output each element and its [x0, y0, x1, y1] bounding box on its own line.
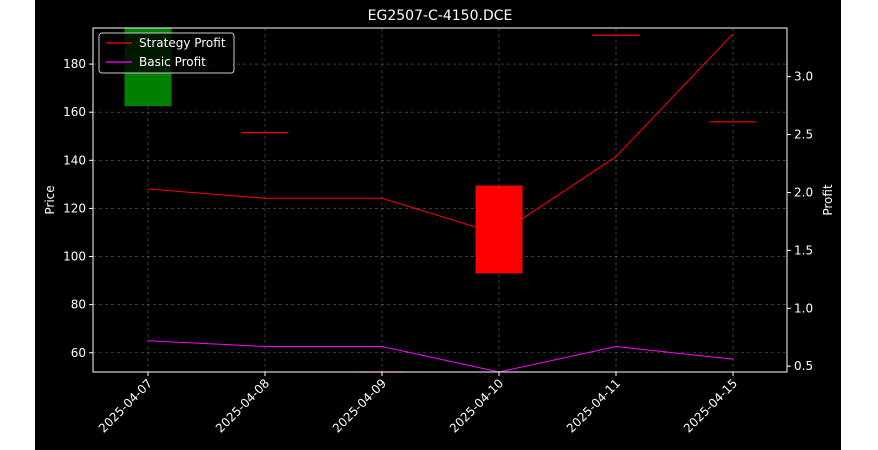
axes: 2025-04-07 2025-04-08 2025-04-09 2025-04-10… [63, 57, 813, 435]
x-tick-label: 2025-04-07 [96, 376, 155, 435]
left-y-tick-label: 120 [63, 201, 86, 215]
plot-area-border [92, 27, 788, 373]
profit-lines [147, 33, 734, 373]
x-tick-label: 2025-04-09 [330, 376, 389, 435]
x-tick-label: 2025-04-08 [213, 376, 272, 435]
left-y-tick-label: 160 [63, 105, 86, 119]
x-tick-label: 2025-04-10 [447, 376, 506, 435]
candles [124, 28, 757, 373]
right-y-tick-label: 2.0 [794, 185, 813, 199]
x-tick-label: 2025-04-15 [681, 376, 740, 435]
left-y-tick-label: 140 [63, 153, 86, 167]
legend: Strategy Profit Basic Profit [98, 32, 235, 74]
chart-frame: EG2507-C-4150.DCE 2025-04-07 2025-04-08 20… [35, 0, 841, 450]
right-axis-label: Profit [821, 184, 835, 216]
legend-box [98, 32, 235, 74]
left-axis-label: Price [43, 185, 57, 214]
right-y-tick-label: 3.0 [794, 70, 813, 84]
chart-title: EG2507-C-4150.DCE [368, 8, 513, 24]
left-y-tick-label: 100 [63, 250, 86, 264]
right-y-tick-label: 0.5 [794, 359, 813, 373]
series-line-strategy-profit [147, 33, 734, 235]
x-tick-label: 2025-04-11 [564, 376, 623, 435]
left-y-tick-label: 60 [71, 346, 86, 360]
left-y-tick-label: 180 [63, 57, 86, 71]
legend-label-strategy-profit: Strategy Profit [139, 36, 226, 50]
legend-label-basic-profit: Basic Profit [139, 55, 206, 69]
right-y-tick-label: 1.0 [794, 301, 813, 315]
right-y-tick-label: 1.5 [794, 243, 813, 257]
right-y-tick-label: 2.5 [794, 128, 813, 142]
grid [93, 28, 787, 372]
chart: EG2507-C-4150.DCE 2025-04-07 2025-04-08 20… [43, 8, 835, 435]
left-y-tick-label: 80 [71, 298, 86, 312]
series-line-basic-profit [147, 340, 734, 373]
